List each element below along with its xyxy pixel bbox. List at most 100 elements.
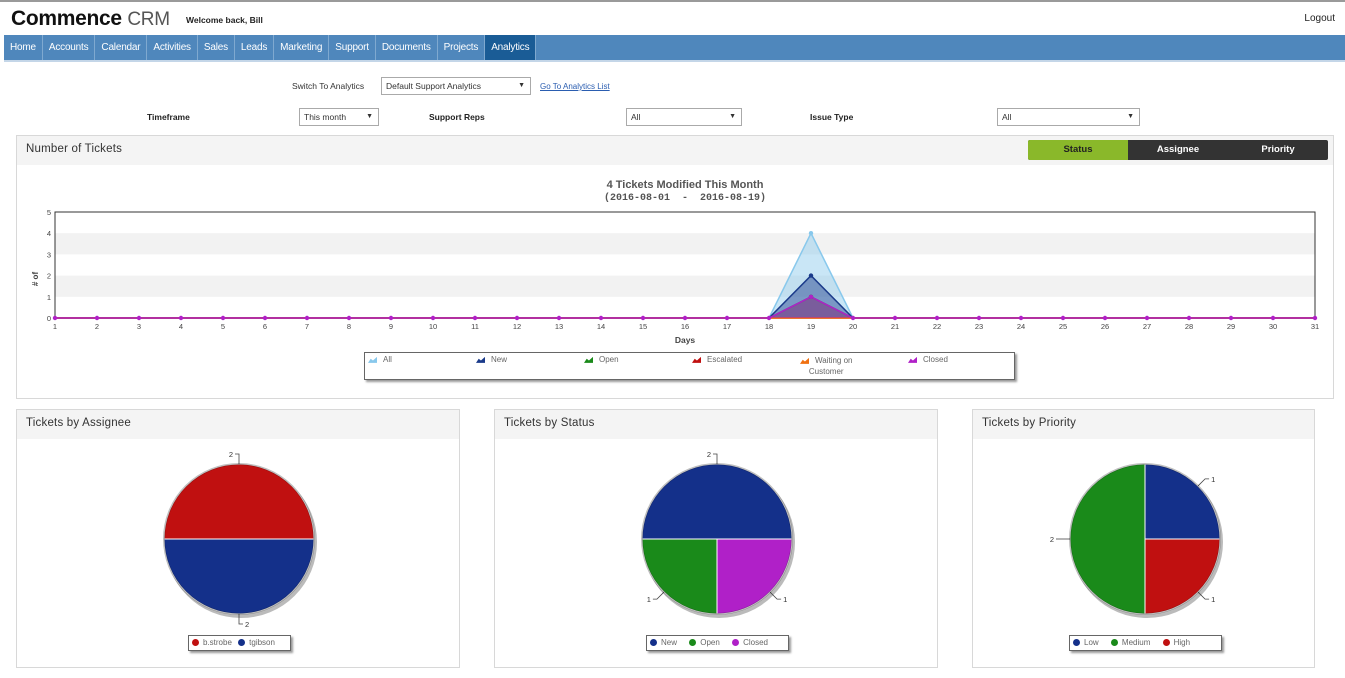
legend-area-icon [368, 356, 377, 363]
x-tick-label: 28 [1185, 322, 1193, 331]
priority-panel: Tickets by Priority 1 1 2 Low Medium High [972, 409, 1315, 668]
nav-underline [4, 60, 1345, 62]
x-axis-label: Days [675, 335, 696, 345]
dropdown-arrow-icon: ▼ [518, 82, 525, 89]
series-point-5 [1060, 315, 1066, 321]
chart-mode-toggle: Status Assignee Priority [1028, 140, 1328, 160]
legend-tgibson[interactable]: tgibson [238, 638, 275, 647]
chart-title: 4 Tickets Modified This Month [607, 179, 764, 191]
series-point-5 [892, 315, 898, 321]
legend-tgibson-label: tgibson [249, 638, 275, 647]
pie-slice-new [641, 463, 793, 540]
brand-logo[interactable]: Commence CRM [11, 7, 170, 31]
area-chart-legend: All New Open Escalated Waiting on Custome… [364, 352, 1015, 380]
legend-status-open[interactable]: Open [689, 638, 720, 647]
dropdown-arrow-icon: ▼ [366, 113, 373, 120]
pie-slice-b-strobe [163, 463, 315, 540]
pie-edge [641, 463, 793, 615]
legend-status-new-label: New [661, 638, 678, 647]
go-to-analytics-list-link[interactable]: Go To Analytics List [540, 82, 610, 91]
nav-leads[interactable]: Leads [235, 35, 275, 60]
nav-home[interactable]: Home [4, 35, 43, 60]
nav-calendar[interactable]: Calendar [95, 35, 148, 60]
legend-closed-label: Closed [923, 355, 948, 364]
timeframe-select[interactable]: This month ▼ [299, 108, 379, 126]
pie-edge [163, 463, 315, 615]
priority-legend: Low Medium High [1069, 635, 1222, 651]
legend-escalated[interactable]: Escalated [692, 355, 742, 364]
series-line-5 [55, 295, 1315, 319]
x-tick-label: 8 [347, 322, 351, 331]
nav-analytics[interactable]: Analytics [485, 35, 537, 60]
legend-area-icon [476, 356, 485, 363]
pie-value-label: 2 [1050, 535, 1054, 544]
legend-open-label: Open [599, 355, 619, 364]
legend-new[interactable]: New [476, 355, 507, 364]
support-reps-label: Support Reps [429, 112, 485, 122]
legend-escalated-label: Escalated [707, 355, 743, 364]
x-tick-label: 15 [639, 322, 647, 331]
pie-value-label: 1 [783, 595, 787, 604]
legend-bstrobe[interactable]: b.strobe [192, 638, 232, 647]
legend-closed[interactable]: Closed [908, 355, 948, 364]
issue-type-select[interactable]: All ▼ [997, 108, 1140, 126]
x-tick-label: 22 [933, 322, 941, 331]
pie-label-line [769, 591, 782, 600]
priority-panel-title: Tickets by Priority [973, 410, 1314, 439]
pie-value-label: 1 [647, 595, 651, 604]
legend-dot-icon [732, 639, 740, 647]
nav-accounts[interactable]: Accounts [43, 35, 96, 60]
nav-marketing[interactable]: Marketing [274, 35, 330, 60]
dropdown-arrow-icon: ▼ [1127, 113, 1134, 120]
nav-projects[interactable]: Projects [438, 35, 486, 60]
brand-main: Commence [11, 7, 122, 30]
legend-dot-icon [689, 639, 697, 647]
legend-area-icon [584, 356, 593, 363]
legend-priority-low[interactable]: Low [1073, 638, 1099, 647]
assignee-legend: b.strobe tgibson [188, 635, 291, 651]
series-point-1 [808, 273, 814, 278]
series-point-5 [640, 315, 646, 321]
logout-link[interactable]: Logout [1304, 13, 1335, 24]
x-tick-label: 27 [1143, 322, 1151, 331]
timeframe-label: Timeframe [147, 112, 190, 122]
legend-status-closed[interactable]: Closed [732, 638, 768, 647]
legend-priority-medium[interactable]: Medium [1110, 638, 1150, 647]
legend-status-closed-label: Closed [743, 638, 768, 647]
x-tick-label: 16 [681, 322, 689, 331]
pie-label-line [1197, 591, 1210, 600]
series-point-5 [1312, 315, 1318, 321]
nav-support[interactable]: Support [329, 35, 376, 60]
pie-value-label: 2 [707, 450, 711, 459]
switch-analytics-select[interactable]: Default Support Analytics ▼ [381, 77, 531, 95]
toggle-assignee[interactable]: Assignee [1156, 144, 1200, 155]
legend-priority-low-label: Low [1084, 638, 1099, 647]
legend-priority-high[interactable]: High [1162, 638, 1190, 647]
status-pie-chart: 2 1 1 [641, 450, 795, 618]
support-reps-select[interactable]: All ▼ [626, 108, 742, 126]
toggle-priority[interactable]: Priority [1261, 144, 1295, 155]
series-point-5 [262, 315, 268, 321]
legend-status-new[interactable]: New [650, 638, 677, 647]
x-tick-label: 25 [1059, 322, 1067, 331]
nav-activities[interactable]: Activities [147, 35, 198, 60]
legend-open[interactable]: Open [584, 355, 619, 364]
series-area-5 [55, 296, 1315, 318]
series-point-5 [472, 315, 478, 321]
legend-dot-icon [1110, 639, 1118, 647]
series-point-5 [94, 315, 100, 321]
chart-subtitle: (2016-08-01 - 2016-08-19) [604, 192, 766, 204]
nav-documents[interactable]: Documents [376, 35, 438, 60]
toggle-status[interactable]: Status [1028, 140, 1128, 160]
legend-waiting[interactable]: Waiting on Customer [800, 355, 853, 377]
pie-value-label: 1 [1211, 595, 1215, 604]
pie-value-label: 2 [229, 450, 233, 459]
legend-all[interactable]: All [368, 355, 392, 364]
pie-slice-low [1144, 463, 1221, 540]
series-point-5 [850, 315, 856, 321]
nav-sales[interactable]: Sales [198, 35, 235, 60]
legend-waiting-label-2: Customer [808, 367, 844, 376]
series-line-2 [55, 295, 1315, 319]
x-tick-label: 13 [555, 322, 563, 331]
